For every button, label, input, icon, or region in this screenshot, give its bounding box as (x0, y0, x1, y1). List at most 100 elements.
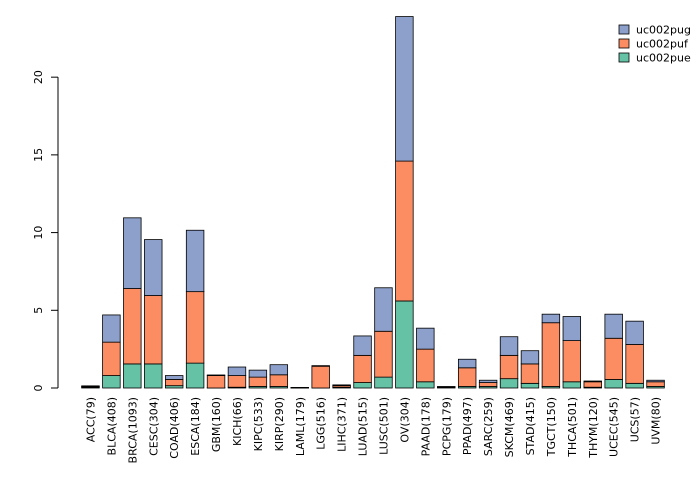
bars-group (81, 16, 665, 389)
bar-uc002pug-OV(304) (395, 16, 414, 162)
bar-uc002pug-COAD(406) (164, 375, 184, 380)
bar-uc002pue-UCS(57) (625, 382, 644, 389)
x-tick-label: LGG(516) (315, 397, 328, 450)
x-tick-label: LUSC(501) (377, 397, 390, 455)
bar-uc002puf-UCS(57) (625, 344, 644, 384)
x-tick-label: KICH(66) (231, 397, 244, 446)
x-tick-label: ACC(79) (84, 397, 97, 442)
x-tick-label: SKCM(469) (503, 397, 516, 457)
bar-uc002puf-KICH(66) (227, 375, 247, 388)
bar-uc002pue-LUSC(501) (374, 376, 393, 389)
x-tick-label: PAAD(178) (419, 397, 432, 456)
bar-uc002pug-TGCT(150) (541, 313, 561, 324)
bar-uc002pue-CESC(304) (144, 363, 163, 389)
x-tick-label: THYM(120) (587, 397, 600, 459)
y-tick-label: 5 (32, 307, 45, 314)
bar-uc002pue-UCEC(545) (604, 379, 623, 389)
bar-uc002puf-CESC(304) (144, 295, 163, 365)
bar-uc002puf-PPAD(497) (457, 367, 477, 387)
bar-uc002puf-UCEC(545) (604, 337, 623, 380)
bar-uc002puf-BLCA(408) (102, 341, 121, 376)
bar-uc002puf-LUAD(515) (353, 354, 372, 383)
bar-uc002pug-LUAD(515) (353, 335, 372, 356)
y-tick-label: 20 (32, 70, 45, 84)
x-tick-label: UCS(57) (629, 397, 642, 442)
bar-uc002pug-SKCM(469) (499, 336, 519, 356)
bar-uc002pug-BLCA(408) (102, 314, 121, 343)
bar-uc002pug-PCPG(179) (437, 386, 456, 388)
x-tick-label: THCA(501) (566, 397, 579, 458)
legend-swatch-uc002pug (618, 24, 630, 35)
bar-uc002pue-STAD(415) (520, 382, 540, 389)
x-tick-label: LUAD(515) (357, 397, 370, 456)
bar-uc002pug-STAD(415) (520, 350, 540, 365)
bar-uc002pue-ESCA(184) (185, 362, 205, 389)
x-tick-label: COAD(406) (168, 397, 181, 459)
x-tick-label: UCEC(545) (608, 397, 621, 457)
bar-uc002puf-KIRP(290) (269, 374, 289, 387)
bar-uc002puf-PAAD(178) (416, 348, 435, 383)
bar-uc002pug-BRCA(1093) (123, 217, 142, 289)
legend-swatch-uc002puf (618, 38, 630, 49)
x-tick-label: SARC(259) (482, 397, 495, 456)
legend-swatch-uc002pue (618, 52, 630, 63)
bar-uc002pug-KICH(66) (227, 366, 247, 376)
bar-uc002pue-PAAD(178) (416, 381, 435, 389)
x-tick-label: PCPG(179) (440, 397, 453, 456)
y-tick-label: 15 (32, 148, 45, 162)
bar-uc002pue-LUAD(515) (353, 382, 372, 389)
bar-uc002pug-LGG(516) (311, 365, 330, 367)
bar-uc002puf-ESCA(184) (185, 291, 205, 364)
bar-uc002puf-GBM(160) (206, 375, 226, 389)
bar-uc002puf-COAD(406) (164, 379, 184, 387)
bar-uc002puf-THYM(120) (583, 381, 602, 388)
legend-label-uc002pue: uc002pue (636, 52, 691, 65)
bar-uc002puf-THCA(501) (562, 340, 582, 383)
x-tick-label: OV(304) (398, 397, 411, 443)
bar-uc002pue-BRCA(1093) (123, 363, 142, 389)
x-tick-label: ESCA(184) (189, 397, 202, 456)
bar-uc002pug-UVM(80) (646, 379, 665, 383)
x-tick-label: GBM(160) (210, 397, 223, 452)
bar-uc002pue-BLCA(408) (102, 375, 121, 389)
x-tick-label: STAD(415) (524, 397, 537, 455)
bar-uc002pug-THYM(120) (583, 380, 602, 383)
bar-uc002puf-KIPC(533) (248, 376, 268, 387)
bar-uc002puf-UVM(80) (646, 381, 665, 387)
bar-uc002pug-PPAD(497) (457, 358, 477, 369)
bar-uc002pue-THCA(501) (562, 381, 582, 389)
bar-uc002puf-OV(304) (395, 160, 414, 302)
bar-uc002puf-SKCM(469) (499, 354, 519, 380)
bar-uc002pug-UCS(57) (625, 320, 644, 345)
bar-uc002pue-OV(304) (395, 300, 414, 389)
y-tick-label: 0 (32, 385, 45, 392)
bar-uc002puf-LGG(516) (311, 365, 330, 389)
bar-uc002pug-THCA(501) (562, 316, 582, 342)
bar-uc002pug-ACC(79) (81, 385, 100, 387)
x-tick-label: KIRP(290) (273, 397, 286, 451)
bar-uc002puf-TGCT(150) (541, 322, 561, 387)
bar-uc002puf-LUSC(501) (374, 330, 393, 378)
bar-uc002pug-ESCA(184) (185, 229, 205, 293)
x-tick-label: UVM(80) (650, 397, 663, 445)
x-tick-label: BLCA(408) (105, 397, 118, 455)
x-tick-label: KIPC(533) (252, 397, 265, 451)
x-axis-labels: ACC(79) BLCA(408) BRCA(1093) CESC(304) COAD(… (84, 397, 662, 463)
bar-uc002pug-KIPC(533) (248, 369, 268, 378)
bar-uc002pug-LAML(179) (290, 386, 309, 389)
y-axis: 0 5 10 15 20 (32, 70, 59, 392)
bar-uc002pug-KIRP(290) (269, 364, 289, 376)
y-tick-label: 10 (32, 226, 45, 240)
x-tick-label: PPAD(497) (461, 397, 474, 455)
legend-label-uc002puf: uc002puf (636, 38, 689, 51)
bar-uc002pug-UCEC(545) (604, 313, 623, 339)
bar-uc002pug-PAAD(178) (416, 327, 435, 350)
bar-uc002pug-CESC(304) (144, 239, 163, 296)
x-tick-label: LIHC(371) (336, 397, 349, 452)
bar-uc002puf-BRCA(1093) (123, 288, 142, 365)
bar-uc002puf-STAD(415) (520, 363, 540, 384)
bar-uc002pug-LUSC(501) (374, 287, 393, 332)
bar-uc002pug-SARC(259) (478, 379, 498, 383)
